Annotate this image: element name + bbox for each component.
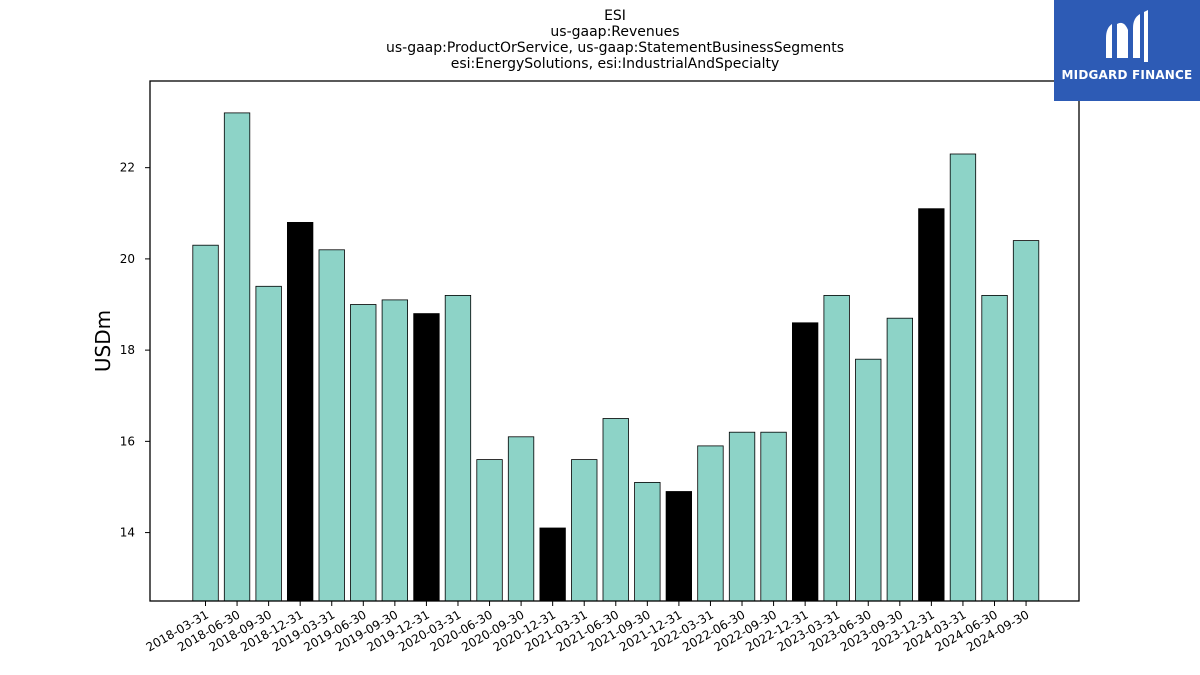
- bar-2020-06-30: [476, 459, 503, 602]
- bar-2021-12-31: [665, 491, 692, 602]
- chart-title-line-4: esi:EnergySolutions, esi:IndustrialAndSp…: [451, 56, 779, 72]
- chart-title-line-3: us-gaap:ProductOrService, us-gaap:Statem…: [386, 40, 844, 56]
- bar-2022-06-30: [728, 431, 756, 602]
- bar-2022-03-31: [697, 445, 724, 602]
- bar-2023-06-30: [855, 358, 882, 602]
- bar-2020-12-31: [539, 527, 566, 602]
- y-tick-label: 20: [120, 252, 135, 266]
- bar-2023-03-31: [823, 294, 850, 602]
- brand-logo: MIDGARD FINANCE: [1054, 0, 1200, 101]
- bar-2021-06-30: [602, 418, 629, 602]
- bar-2024-06-30: [981, 294, 1008, 602]
- bar-2018-03-31: [192, 244, 219, 602]
- plot-frame: [149, 80, 1080, 602]
- y-axis: 14 16 18 20 22: [120, 161, 150, 540]
- bar-2019-09-30: [381, 299, 409, 602]
- y-axis-label: USDm: [91, 310, 115, 372]
- bar-2019-06-30: [350, 304, 377, 602]
- bar-2024-03-31: [949, 153, 977, 602]
- bar-2024-09-30: [1012, 240, 1040, 602]
- chart-title-line-2: us-gaap:Revenues: [550, 24, 679, 40]
- bar-series: [192, 112, 1040, 602]
- bar-2020-03-31: [444, 294, 472, 602]
- bar-2022-09-30: [760, 431, 787, 602]
- y-tick-label: 22: [120, 161, 135, 175]
- bar-2021-09-30: [634, 481, 661, 602]
- bar-2021-03-31: [571, 459, 598, 602]
- bar-2020-09-30: [507, 436, 535, 602]
- y-tick-label: 18: [120, 343, 135, 357]
- bar-2022-12-31: [792, 322, 819, 602]
- y-tick-label: 14: [120, 526, 135, 540]
- y-tick-label: 16: [120, 434, 135, 448]
- bar-2019-03-31: [318, 249, 345, 602]
- bar-2018-06-30: [223, 112, 251, 602]
- bar-2018-12-31: [286, 221, 314, 602]
- bar-2023-09-30: [886, 317, 913, 602]
- x-axis: 2018-03-312018-06-302018-09-302018-12-31…: [144, 601, 1032, 654]
- bar-2023-12-31: [918, 208, 945, 602]
- brand-name: MIDGARD FINANCE: [1061, 68, 1193, 82]
- bar-2019-12-31: [413, 313, 440, 602]
- midgard-logo-icon: [1106, 10, 1148, 62]
- bar-2018-09-30: [255, 285, 282, 602]
- chart-title-line-1: ESI: [604, 8, 626, 24]
- chart-title: ESI us-gaap:Revenues us-gaap:ProductOrSe…: [386, 8, 844, 72]
